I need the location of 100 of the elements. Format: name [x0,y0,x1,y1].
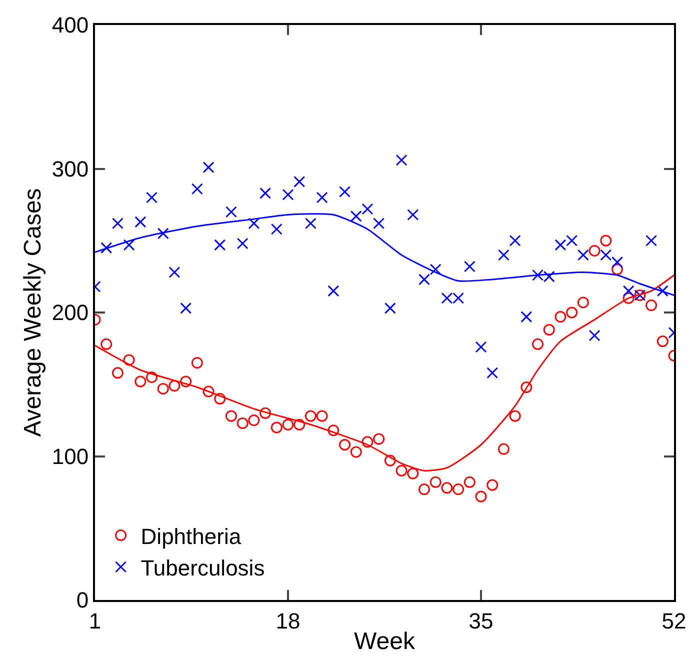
point [270,422,282,434]
x-tick-label: 1 [88,608,102,634]
point [248,218,260,230]
point [611,256,623,268]
point [588,330,600,342]
point [656,285,668,297]
point [554,239,566,251]
point [520,382,532,393]
point [566,234,578,246]
point [350,210,362,222]
point [600,249,612,261]
point [248,414,260,426]
point [123,239,135,251]
point [157,228,169,240]
point [464,476,476,488]
point [270,223,282,235]
y-tick-label: 0 [76,588,89,613]
point [260,187,272,199]
legend-label: Tuberculosis [140,555,265,580]
x-tick-label: 52 [662,608,686,634]
point [577,249,589,261]
point [407,468,419,480]
point [475,490,487,502]
y-axis-title: Average Weekly Cases [19,188,46,437]
point [486,479,498,491]
point [350,446,362,458]
point [452,484,464,496]
point [339,439,351,450]
point [520,311,532,323]
point [430,476,442,488]
point [282,188,294,200]
line-series [95,213,674,296]
point [441,482,453,494]
x-tick-label: 18 [276,608,300,634]
point [112,218,124,230]
point [498,443,510,455]
point [656,336,668,347]
y-tick-label: 400 [52,12,89,38]
point [373,218,385,230]
point [384,302,396,314]
x-tick-label: 35 [468,608,494,634]
point [180,302,192,314]
point [202,386,214,398]
point [168,266,180,278]
point [588,244,600,256]
point [225,410,237,422]
y-tick-label: 200 [52,300,89,326]
point [146,192,158,204]
point [112,367,124,379]
point [418,484,430,496]
point [475,341,487,353]
point [396,154,408,166]
point [600,234,612,246]
point [316,192,328,204]
point [328,285,340,297]
point [260,407,272,419]
point [214,393,226,404]
point [486,367,498,379]
point [328,424,340,436]
x-axis-title: Week [354,628,416,656]
point [168,380,180,392]
point [464,260,476,272]
point [509,410,521,422]
point [134,376,146,388]
point [225,206,237,218]
point [236,417,248,429]
legend-label: Diphtheria [140,524,242,549]
point [100,242,112,254]
point [180,376,192,388]
point [646,234,658,246]
point [430,264,442,276]
point [214,239,226,251]
point [622,292,634,304]
point [407,209,419,220]
point [304,218,316,230]
point [339,186,351,198]
point [396,464,408,476]
point [134,216,146,228]
point [146,371,158,383]
point [294,176,306,188]
point [418,274,430,286]
point [566,306,578,318]
point [611,264,623,276]
point [236,238,248,250]
point [577,296,589,308]
point [384,454,396,466]
point [362,203,374,215]
point [282,418,294,430]
point [543,324,555,336]
y-tick-label: 100 [52,444,89,469]
point [202,162,214,174]
point [157,382,169,394]
point [316,410,328,422]
point [123,354,135,366]
point [304,410,316,422]
point [362,436,374,448]
point [554,311,566,323]
y-tick-label: 300 [52,156,89,182]
point [294,418,306,430]
point [498,249,510,261]
